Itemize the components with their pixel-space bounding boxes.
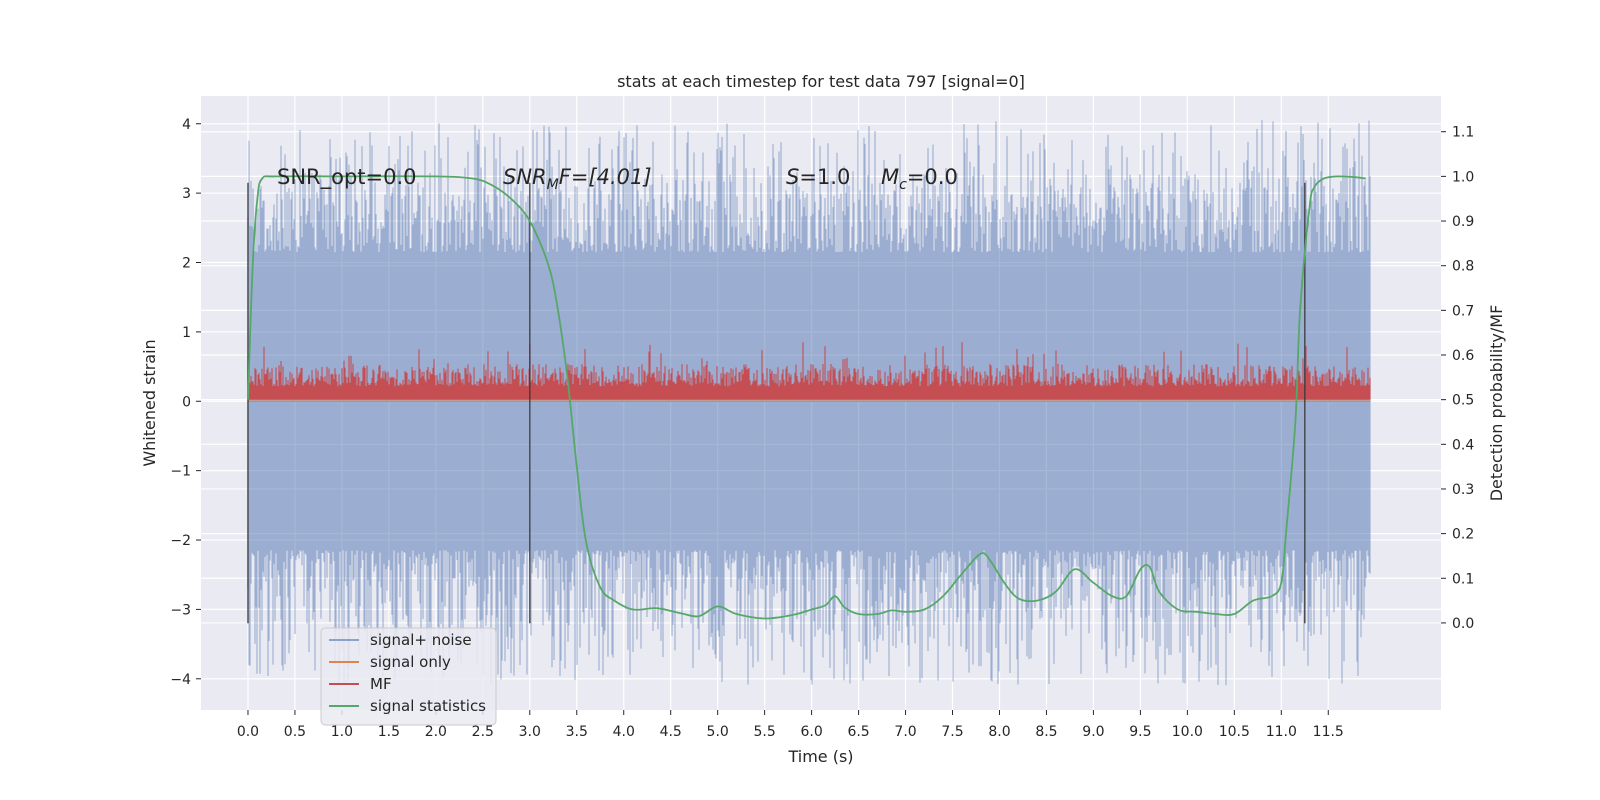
x-tick-label: 4.0 (613, 724, 635, 740)
y-tick-label: 2 (182, 256, 191, 272)
x-axis-label: Time (s) (787, 747, 853, 766)
signal-statistics-series (247, 175, 1366, 620)
annotation-snr-mf-sub: M (547, 177, 559, 193)
x-tick-label: 6.5 (847, 724, 869, 740)
x-tick-label: 3.0 (519, 724, 541, 740)
x-tick-label: 6.0 (800, 724, 822, 740)
legend-label-mf: MF (370, 675, 392, 693)
y2-tick-label: 0.6 (1452, 348, 1474, 364)
annotation-s-rest: =1.0 (799, 165, 850, 189)
x-tick-label: 1.0 (331, 724, 353, 740)
y-tick-label: 4 (182, 117, 191, 133)
x-tick-label: 7.5 (941, 724, 963, 740)
x-tick-label: 9.5 (1129, 724, 1151, 740)
x-tick-label: 4.5 (660, 724, 682, 740)
x-tick-label: 2.5 (472, 724, 494, 740)
legend-frame (320, 627, 497, 726)
chart-title: stats at each timestep for test data 797… (617, 72, 1025, 91)
x-tick-label: 11.5 (1313, 724, 1344, 740)
x-tick-label: 11.0 (1266, 724, 1297, 740)
legend-label-signal-only: signal only (370, 653, 451, 671)
x-tick-label: 2.0 (425, 724, 447, 740)
x-tick-label: 3.5 (566, 724, 588, 740)
x-tick-label: 0.5 (284, 724, 306, 740)
y2-tick-label: 0.8 (1452, 259, 1474, 275)
annotation-mc-sub: c (899, 177, 907, 193)
signal-statistics-line (247, 175, 1366, 620)
y2-tick-label: 0.9 (1452, 214, 1474, 230)
y2-tick-label: 1.1 (1452, 125, 1474, 141)
annotation-mc-symbol: M (881, 165, 899, 189)
annotation-s-symbol: S (786, 165, 799, 189)
x-tick-label: 1.5 (378, 724, 400, 740)
y-axis-ticks: 4 3 2 1 0 −1 −2 −3 −4 (170, 117, 201, 688)
y2-tick-label: 0.1 (1452, 571, 1474, 587)
annotation-mc-rest: =0.0 (907, 165, 958, 189)
x-tick-label: 8.0 (988, 724, 1010, 740)
annotation-mc: Mc=0.0 (881, 165, 958, 193)
annotation-snr-mf: SNRMF=[4.01] (503, 165, 652, 193)
y-tick-label: 1 (182, 325, 191, 341)
y2-tick-label: 0.0 (1452, 616, 1474, 632)
y-tick-label: −2 (170, 533, 191, 549)
x-tick-label: 10.0 (1172, 724, 1203, 740)
annotation-snr-mf-symbol: SNR (503, 165, 547, 189)
legend-label-signal-noise: signal+ noise (370, 631, 472, 649)
annotation-snr-mf-rest: F=[4.01] (559, 165, 652, 189)
annotation-snr-opt: SNR_opt=0.0 (277, 165, 417, 190)
y-tick-label: 0 (182, 394, 191, 410)
y-tick-label: −3 (170, 602, 191, 618)
y2-tick-label: 0.5 (1452, 393, 1474, 409)
legend: signal+ noise signal only MF signal stat… (320, 627, 497, 726)
y-tick-label: −1 (170, 464, 191, 480)
y2-tick-label: 0.7 (1452, 303, 1474, 319)
annotation-s: S=1.0 (786, 165, 850, 189)
y2-tick-label: 0.2 (1452, 527, 1474, 543)
y2-tick-label: 0.4 (1452, 437, 1474, 453)
x-tick-label: 5.0 (707, 724, 729, 740)
y-tick-label: 3 (182, 186, 191, 202)
y2-axis-ticks: 1.1 1.0 0.9 0.8 0.7 0.6 0.5 0.4 0.3 0.2 0.1 0.0 (1441, 125, 1474, 632)
x-tick-label: 5.5 (754, 724, 776, 740)
y-axis-label: Whitened strain (140, 339, 159, 466)
x-tick-label: 8.5 (1035, 724, 1057, 740)
x-axis-ticks: 0.0 0.5 1.0 1.5 2.0 2.5 3.0 3.5 4.0 4.5 5.0 5.5 6.0 6… (237, 710, 1344, 740)
legend-label-signal-statistics: signal statistics (370, 697, 486, 715)
x-tick-label: 0.0 (237, 724, 259, 740)
y2-tick-label: 0.3 (1452, 482, 1474, 498)
y2-tick-label: 1.0 (1452, 169, 1474, 185)
x-tick-label: 10.5 (1219, 724, 1250, 740)
x-tick-label: 7.0 (894, 724, 916, 740)
y2-axis-label: Detection probability/MF (1487, 305, 1506, 502)
x-tick-label: 9.0 (1082, 724, 1104, 740)
y-tick-label: −4 (170, 672, 191, 688)
